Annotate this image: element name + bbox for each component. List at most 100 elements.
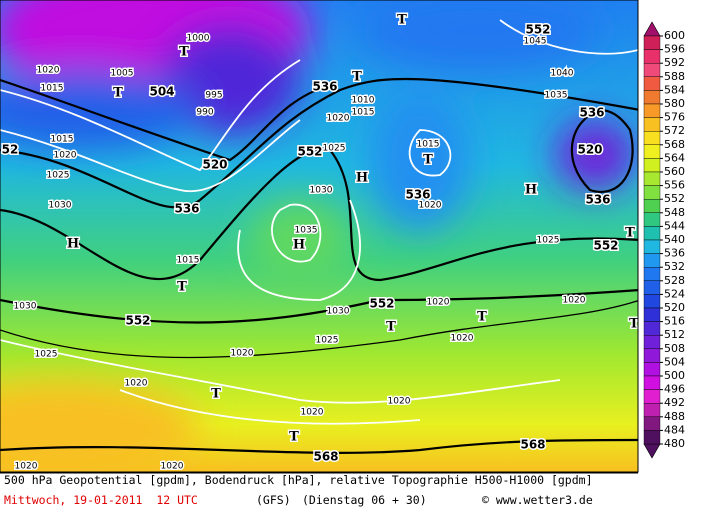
colorbar-band bbox=[643, 226, 661, 241]
colorbar-label: 596 bbox=[664, 43, 685, 56]
colorbar-band bbox=[643, 335, 661, 350]
map-label: 568 bbox=[520, 438, 545, 452]
map-label: T bbox=[397, 13, 407, 28]
colorbar-label: 564 bbox=[664, 151, 685, 164]
map-label: 1020 bbox=[15, 462, 38, 472]
colorbar-label: 592 bbox=[664, 56, 685, 69]
map-label: 1025 bbox=[35, 350, 58, 360]
colorbar-band bbox=[643, 198, 661, 213]
colorbar-label: 540 bbox=[664, 233, 685, 246]
colorbar-label: 504 bbox=[664, 355, 685, 368]
colorbar-arrow-bottom bbox=[643, 443, 661, 459]
map-label: 1015 bbox=[417, 140, 440, 150]
map-label: 552 bbox=[369, 297, 394, 311]
colorbar-label: 512 bbox=[664, 328, 685, 341]
map-label: 1025 bbox=[537, 236, 560, 246]
colorbar-label: 536 bbox=[664, 247, 685, 260]
colorbar-label: 552 bbox=[664, 192, 685, 205]
map-label: 1020 bbox=[419, 201, 442, 211]
map-label: 1015 bbox=[41, 84, 64, 94]
colorbar-label: 548 bbox=[664, 206, 685, 219]
map-label: 1015 bbox=[51, 135, 74, 145]
map-label: T bbox=[386, 320, 396, 335]
map-label: 1030 bbox=[49, 201, 72, 211]
colorbar-band bbox=[643, 430, 661, 445]
footer-credit: © www.wetter3.de bbox=[482, 493, 593, 507]
map-label: 520 bbox=[577, 143, 602, 157]
map-label: 52 bbox=[2, 143, 19, 157]
map-label: H bbox=[67, 237, 79, 252]
colorbar-label: 484 bbox=[664, 423, 685, 436]
map-label: 536 bbox=[405, 188, 430, 202]
colorbar-band bbox=[643, 389, 661, 404]
colorbar-label: 508 bbox=[664, 342, 685, 355]
map-label: 1020 bbox=[37, 66, 60, 76]
colorbar-band bbox=[643, 348, 661, 363]
map-label: H bbox=[293, 238, 305, 253]
map-label: 1020 bbox=[388, 397, 411, 407]
colorbar-band bbox=[643, 403, 661, 418]
colorbar-band bbox=[643, 35, 661, 50]
colorbar-label: 496 bbox=[664, 383, 685, 396]
colorbar-label: 532 bbox=[664, 260, 685, 273]
colorbar-band bbox=[643, 375, 661, 390]
map-label: 1015 bbox=[177, 256, 200, 266]
colorbar-label: 588 bbox=[664, 70, 685, 83]
map-label: 1005 bbox=[111, 69, 134, 79]
colorbar-label: 520 bbox=[664, 301, 685, 314]
map-label: 1035 bbox=[545, 91, 568, 101]
map-label: T bbox=[289, 430, 299, 445]
map-label: H bbox=[356, 171, 368, 186]
map-label: 1020 bbox=[451, 334, 474, 344]
map-label: 1010 bbox=[352, 96, 375, 106]
map-label: 536 bbox=[174, 202, 199, 216]
map-label: 1025 bbox=[323, 144, 346, 154]
colorbar-band bbox=[643, 267, 661, 282]
map-label: 568 bbox=[313, 450, 338, 464]
map-label: 1030 bbox=[327, 307, 350, 317]
map-label: 552 bbox=[593, 239, 618, 253]
map-label: T bbox=[113, 86, 123, 101]
colorbar-label: 560 bbox=[664, 165, 685, 178]
colorbar-band bbox=[643, 130, 661, 145]
colorbar-band bbox=[643, 280, 661, 295]
map-label: T bbox=[625, 226, 635, 241]
colorbar-label: 488 bbox=[664, 410, 685, 423]
map-label: 504 bbox=[149, 85, 174, 99]
map-label: T bbox=[211, 387, 221, 402]
colorbar-label: 556 bbox=[664, 179, 685, 192]
colorbar-band bbox=[643, 171, 661, 186]
colorbar-arrow-top bbox=[643, 21, 661, 37]
colorbar-band bbox=[643, 76, 661, 91]
map-label: 1025 bbox=[316, 336, 339, 346]
colorbar-band bbox=[643, 185, 661, 200]
colorbar-label: 528 bbox=[664, 274, 685, 287]
colorbar-band bbox=[643, 158, 661, 173]
map-label: 1000 bbox=[187, 34, 210, 44]
colorbar-band bbox=[643, 239, 661, 254]
map-label: 520 bbox=[202, 158, 227, 172]
map-label: T bbox=[423, 153, 433, 168]
map-label: 1030 bbox=[310, 186, 333, 196]
colorbar-band bbox=[643, 144, 661, 159]
colorbar-band bbox=[643, 212, 661, 227]
colorbar-band bbox=[643, 253, 661, 268]
colorbar-band bbox=[643, 362, 661, 377]
map-label: 995 bbox=[205, 91, 222, 101]
map-label: 536 bbox=[579, 106, 604, 120]
map-label: 1040 bbox=[551, 69, 574, 79]
colorbar-band bbox=[643, 117, 661, 132]
colorbar-band bbox=[643, 63, 661, 78]
map: 552104510401035536520536H552T1025504TT10… bbox=[0, 0, 638, 472]
map-label: 1045 bbox=[524, 37, 547, 47]
map-label: T bbox=[477, 310, 487, 325]
map-label: 536 bbox=[585, 193, 610, 207]
map-label: 1020 bbox=[125, 379, 148, 389]
colorbar: 6005965925885845805765725685645605565525… bbox=[643, 21, 685, 459]
colorbar-label: 516 bbox=[664, 315, 685, 328]
map-frame bbox=[0, 0, 639, 473]
map-label: 1020 bbox=[301, 408, 324, 418]
map-label: T bbox=[352, 70, 362, 85]
map-label: 536 bbox=[312, 80, 337, 94]
